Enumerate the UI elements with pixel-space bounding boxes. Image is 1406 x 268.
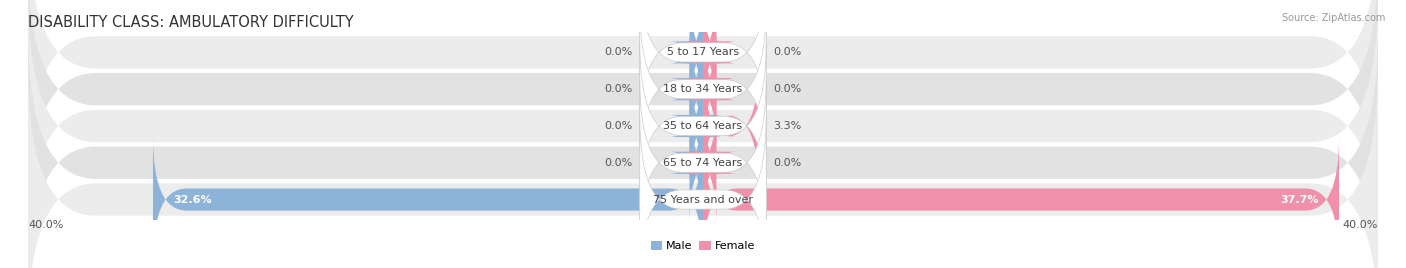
Text: 18 to 34 Years: 18 to 34 Years	[664, 84, 742, 94]
FancyBboxPatch shape	[28, 0, 1378, 220]
FancyBboxPatch shape	[669, 64, 723, 188]
Text: 0.0%: 0.0%	[605, 47, 633, 57]
Text: 0.0%: 0.0%	[605, 84, 633, 94]
Text: 0.0%: 0.0%	[773, 84, 801, 94]
FancyBboxPatch shape	[28, 69, 1378, 268]
Text: Source: ZipAtlas.com: Source: ZipAtlas.com	[1281, 13, 1385, 23]
FancyBboxPatch shape	[640, 7, 766, 172]
Text: 40.0%: 40.0%	[1343, 220, 1378, 230]
FancyBboxPatch shape	[683, 27, 737, 152]
FancyBboxPatch shape	[640, 44, 766, 208]
Text: 32.6%: 32.6%	[173, 195, 212, 204]
Text: 3.3%: 3.3%	[773, 121, 801, 131]
Text: 75 Years and over: 75 Years and over	[652, 195, 754, 204]
Text: 65 to 74 Years: 65 to 74 Years	[664, 158, 742, 168]
Text: 0.0%: 0.0%	[773, 47, 801, 57]
Text: 0.0%: 0.0%	[605, 158, 633, 168]
FancyBboxPatch shape	[28, 0, 1378, 183]
Text: 0.0%: 0.0%	[773, 158, 801, 168]
FancyBboxPatch shape	[703, 64, 759, 188]
FancyBboxPatch shape	[28, 32, 1378, 268]
FancyBboxPatch shape	[683, 100, 737, 225]
Text: 5 to 17 Years: 5 to 17 Years	[666, 47, 740, 57]
FancyBboxPatch shape	[28, 0, 1378, 257]
FancyBboxPatch shape	[153, 137, 703, 262]
FancyBboxPatch shape	[703, 137, 1339, 262]
FancyBboxPatch shape	[669, 100, 723, 225]
Text: 0.0%: 0.0%	[605, 121, 633, 131]
Text: 35 to 64 Years: 35 to 64 Years	[664, 121, 742, 131]
FancyBboxPatch shape	[640, 117, 766, 268]
Text: 37.7%: 37.7%	[1281, 195, 1319, 204]
Legend: Male, Female: Male, Female	[647, 236, 759, 255]
FancyBboxPatch shape	[640, 0, 766, 135]
Text: 40.0%: 40.0%	[28, 220, 63, 230]
FancyBboxPatch shape	[669, 27, 723, 152]
FancyBboxPatch shape	[669, 0, 723, 115]
Text: DISABILITY CLASS: AMBULATORY DIFFICULTY: DISABILITY CLASS: AMBULATORY DIFFICULTY	[28, 14, 354, 29]
FancyBboxPatch shape	[683, 0, 737, 115]
FancyBboxPatch shape	[640, 80, 766, 245]
